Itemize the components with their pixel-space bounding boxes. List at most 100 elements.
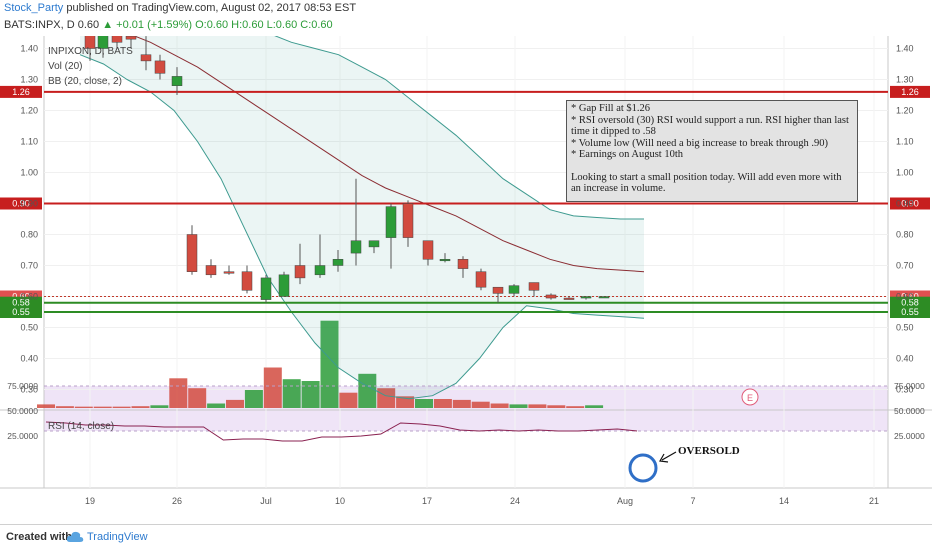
volume-bar bbox=[282, 379, 301, 408]
volume-bar bbox=[226, 399, 244, 408]
candle-up bbox=[508, 285, 520, 294]
rsi-tick-right: 75.0000 bbox=[894, 381, 925, 391]
x-tick: 10 bbox=[335, 496, 345, 506]
chart-header: Stock_Party published on TradingView.com… bbox=[0, 0, 932, 36]
author-link[interactable]: Stock_Party bbox=[4, 2, 64, 14]
rsi-tick-left: 25.0000 bbox=[7, 431, 38, 441]
level-label-right: 0.90 bbox=[901, 199, 919, 209]
volume-bar bbox=[452, 399, 471, 408]
rsi-tick-right: 50.0000 bbox=[894, 406, 925, 416]
price-tick-left: 0.80 bbox=[20, 230, 38, 240]
price-tick-right: 0.90 bbox=[896, 199, 914, 209]
publish-line: Stock_Party published on TradingView.com… bbox=[4, 2, 356, 14]
earnings-marker-icon bbox=[741, 388, 759, 406]
level-label-right: 1.26 bbox=[901, 87, 919, 97]
oversold-arrow bbox=[661, 451, 677, 461]
candle-down bbox=[563, 297, 575, 300]
price-tick-right: 0.30 bbox=[896, 385, 914, 395]
rsi-tick-left: 50.0000 bbox=[7, 406, 38, 416]
volume-bar bbox=[490, 403, 509, 408]
oversold-circle bbox=[628, 453, 658, 483]
candle-up bbox=[260, 277, 272, 300]
legend-vol: Vol (20) bbox=[48, 61, 83, 72]
price-tick-left: 1.30 bbox=[20, 75, 38, 85]
x-tick: 21 bbox=[869, 496, 879, 506]
price-tick-left: 1.10 bbox=[20, 137, 38, 147]
bb-upper-line bbox=[274, 36, 644, 220]
volume-bar bbox=[433, 399, 452, 408]
volume-bar bbox=[566, 406, 585, 408]
price-pane bbox=[44, 36, 888, 408]
level-badge-right bbox=[890, 296, 930, 309]
volume-bar bbox=[396, 396, 415, 408]
candle-up bbox=[171, 76, 183, 86]
candle-up bbox=[385, 206, 397, 238]
candle-down bbox=[475, 271, 487, 288]
candle-up bbox=[580, 296, 592, 299]
level-label-right: 0.58 bbox=[901, 298, 919, 308]
candle-down bbox=[457, 259, 469, 269]
price-tick-left: 0.30 bbox=[20, 385, 38, 395]
level-badge-right bbox=[890, 306, 930, 318]
level-label-left: 0.60 bbox=[12, 292, 30, 302]
price-tick-left: 1.40 bbox=[20, 44, 38, 54]
volume-bar bbox=[358, 373, 377, 408]
volume-bar bbox=[339, 392, 358, 408]
price-chart[interactable]: 1.26 1.260.90 0.900.60 0.600.58 0.580.55 0.55… bbox=[0, 36, 932, 524]
candle-down bbox=[125, 36, 137, 40]
price-tick-left: 0.40 bbox=[20, 354, 38, 364]
volume-bar bbox=[112, 406, 131, 408]
volume-bar bbox=[188, 388, 207, 408]
bb-fill bbox=[80, 36, 644, 399]
x-tick: 14 bbox=[779, 496, 789, 506]
volume-bar bbox=[301, 381, 320, 408]
note-line: Looking to start a small position today.… bbox=[571, 171, 842, 195]
volume-bar bbox=[585, 405, 604, 408]
level-label-left: 0.58 bbox=[12, 298, 30, 308]
rsi-tick-left: 75.0000 bbox=[7, 381, 38, 391]
volume-bar bbox=[528, 404, 547, 408]
candle-up bbox=[97, 36, 109, 49]
x-tick: 26 bbox=[172, 496, 182, 506]
candle-up bbox=[350, 240, 362, 254]
price-tick-right: 1.40 bbox=[896, 44, 914, 54]
bb-lower-line bbox=[79, 54, 645, 400]
volume-bar bbox=[55, 406, 74, 408]
note-line: * Earnings on August 10th bbox=[571, 149, 683, 160]
candle-down bbox=[140, 54, 152, 62]
price-tick-right: 0.80 bbox=[896, 230, 914, 240]
level-badge-left bbox=[0, 197, 42, 210]
volume-bar bbox=[263, 367, 282, 408]
note-line: * Gap Fill at $1.26 bbox=[571, 103, 651, 114]
x-tick: Aug bbox=[617, 496, 633, 506]
price-tick-left: 0.70 bbox=[20, 261, 38, 271]
volume-bar bbox=[150, 405, 169, 408]
note-line bbox=[571, 161, 853, 172]
level-label-left: 1.26 bbox=[12, 87, 30, 97]
price-tick-left: 1.20 bbox=[20, 106, 38, 116]
volume-bar bbox=[93, 406, 112, 408]
candle-down bbox=[402, 203, 414, 238]
candle-down bbox=[205, 265, 217, 276]
rsi-tick-right: 25.0000 bbox=[894, 431, 925, 441]
level-badge-left bbox=[0, 296, 42, 309]
rsi-line bbox=[45, 421, 638, 442]
volume-bar bbox=[244, 390, 263, 408]
candle-down bbox=[84, 36, 96, 49]
volume-bar bbox=[74, 406, 93, 408]
volume-bar bbox=[547, 405, 566, 408]
volume-bar bbox=[131, 406, 150, 408]
candle-down bbox=[241, 271, 253, 291]
change-text: ▲ +0.01 (+1.59%) bbox=[102, 19, 193, 31]
note-line: * RSI oversold (30) RSI would support a … bbox=[571, 114, 849, 138]
price-tick-right: 1.20 bbox=[896, 106, 914, 116]
x-tick: 24 bbox=[510, 496, 520, 506]
candle-up bbox=[598, 296, 610, 299]
candle-down bbox=[111, 36, 123, 43]
volume-bar bbox=[207, 403, 226, 408]
symbol-line: BATS:INPX, D 0.60 ▲ +0.01 (+1.59%) O:0.6… bbox=[4, 19, 333, 31]
oversold-arrow-head bbox=[659, 453, 669, 463]
tradingview-link[interactable]: TradingView bbox=[87, 531, 148, 543]
legend-title: INPIXON, D, BATS bbox=[48, 46, 133, 57]
candle-down bbox=[545, 294, 557, 299]
